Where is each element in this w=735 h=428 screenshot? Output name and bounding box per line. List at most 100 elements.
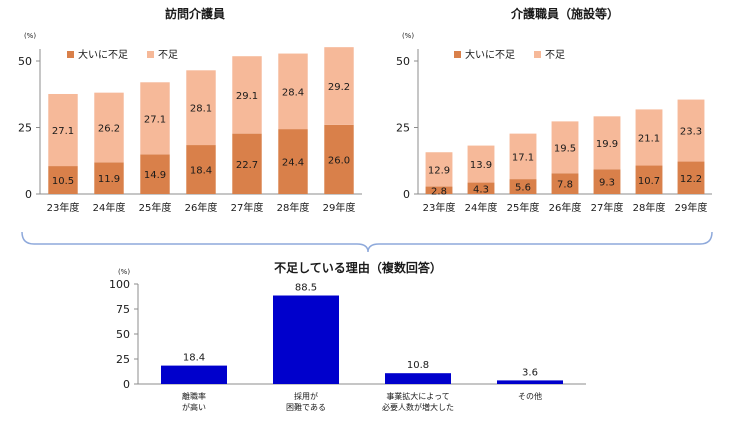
data-label: 18.4 [190, 166, 212, 177]
data-label: 5.6 [515, 183, 531, 194]
chart-title: 不足している理由（複数回答） [274, 260, 442, 275]
data-label: 29.1 [236, 91, 258, 102]
legend-swatch [454, 51, 461, 58]
bar-segment-severe [140, 154, 170, 194]
data-label: 26.0 [328, 155, 350, 166]
x-tick-label: 29年度 [323, 201, 356, 214]
bar-segment-shortage [48, 93, 78, 167]
bar-segment-severe [94, 162, 124, 194]
bar-segment-severe [467, 182, 495, 194]
bar-segment-severe [425, 186, 453, 194]
x-tick-label: 26年度 [549, 201, 582, 214]
data-label: 29.2 [328, 82, 350, 93]
bar-segment-shortage [467, 145, 495, 183]
x-tick-label: 困難である [286, 402, 326, 412]
data-label: 11.9 [98, 174, 120, 185]
bar-segment-shortage [324, 47, 354, 125]
x-tick-label: 23年度 [423, 201, 456, 214]
data-label: 13.9 [470, 160, 492, 171]
data-label: 10.5 [52, 176, 74, 187]
y-tick-label: 0 [403, 188, 410, 201]
bar [161, 365, 227, 384]
bar-segment-shortage [94, 92, 124, 163]
legend-swatch [534, 51, 541, 58]
data-label: 19.9 [596, 139, 618, 150]
y-tick-label: 25 [396, 122, 410, 135]
bar-segment-shortage [677, 99, 705, 162]
data-label: 27.1 [144, 114, 166, 125]
x-tick-label: 25年度 [139, 201, 172, 214]
x-tick-label: 採用が [294, 391, 318, 401]
bar-segment-severe [48, 166, 78, 194]
data-label: 22.7 [236, 160, 258, 171]
data-label: 28.4 [282, 87, 304, 98]
y-tick-label: 50 [116, 328, 130, 341]
data-label: 14.9 [144, 170, 166, 181]
y-tick-label: 0 [25, 188, 32, 201]
x-tick-label: 必要人数が増大した [382, 402, 454, 412]
bar-segment-shortage [635, 109, 663, 166]
data-label: 88.5 [295, 283, 317, 294]
bar [273, 295, 339, 384]
unit-label: (%) [118, 268, 130, 276]
y-tick-label: 25 [18, 122, 32, 135]
bar-segment-severe [278, 129, 308, 194]
data-label: 12.2 [680, 174, 702, 185]
y-tick-label: 0 [123, 378, 130, 391]
data-label: 3.6 [522, 367, 538, 378]
bar-segment-shortage [186, 70, 216, 146]
legend-label: 大いに不足 [78, 48, 128, 61]
bar [497, 380, 563, 384]
data-label: 9.3 [599, 178, 615, 189]
unit-label: (%) [402, 32, 414, 40]
x-tick-label: が高い [182, 402, 206, 412]
data-label: 26.2 [98, 124, 120, 135]
bar-segment-shortage [425, 152, 453, 187]
y-tick-label: 25 [116, 353, 130, 366]
chart-title: 訪問介護員 [165, 6, 225, 21]
x-tick-label: 24年度 [93, 201, 126, 214]
legend-swatch [147, 51, 154, 58]
x-tick-label: その他 [518, 391, 542, 401]
x-tick-label: 27年度 [591, 201, 624, 214]
y-tick-label: 50 [396, 55, 410, 68]
bar-segment-shortage [140, 82, 170, 155]
data-label: 2.8 [431, 186, 447, 197]
data-label: 18.4 [183, 353, 205, 364]
legend-label: 不足 [158, 49, 178, 61]
x-tick-label: 事業拡大によって [386, 391, 449, 401]
data-label: 10.8 [407, 360, 429, 371]
data-label: 17.1 [512, 152, 534, 163]
bar-segment-shortage [551, 121, 579, 174]
data-label: 19.5 [554, 143, 576, 154]
x-tick-label: 29年度 [675, 201, 708, 214]
unit-label: (%) [24, 32, 36, 40]
bar-segment-shortage [509, 133, 537, 180]
y-tick-label: 100 [109, 278, 130, 291]
y-tick-label: 75 [116, 303, 130, 316]
x-tick-label: 27年度 [231, 201, 264, 214]
legend-swatch [67, 51, 74, 58]
bar-segment-severe [677, 161, 705, 194]
bar-segment-severe [593, 169, 621, 194]
data-label: 21.1 [638, 133, 660, 144]
bar-segment-severe [551, 173, 579, 194]
x-tick-label: 28年度 [633, 201, 666, 214]
data-label: 10.7 [638, 176, 660, 187]
bar-segment-severe [232, 133, 262, 194]
data-label: 4.3 [473, 184, 489, 195]
bar-segment-shortage [232, 56, 262, 134]
x-tick-label: 離職率 [182, 391, 206, 401]
bar-segment-shortage [278, 53, 308, 130]
bar-segment-severe [635, 165, 663, 194]
chart-title: 介護職員（施設等） [510, 6, 619, 21]
data-label: 28.1 [190, 104, 212, 115]
x-tick-label: 26年度 [185, 201, 218, 214]
bar-segment-severe [186, 145, 216, 194]
bar-segment-severe [324, 124, 354, 194]
bar-segment-shortage [593, 116, 621, 170]
bar [385, 373, 451, 384]
x-tick-label: 23年度 [47, 201, 80, 214]
